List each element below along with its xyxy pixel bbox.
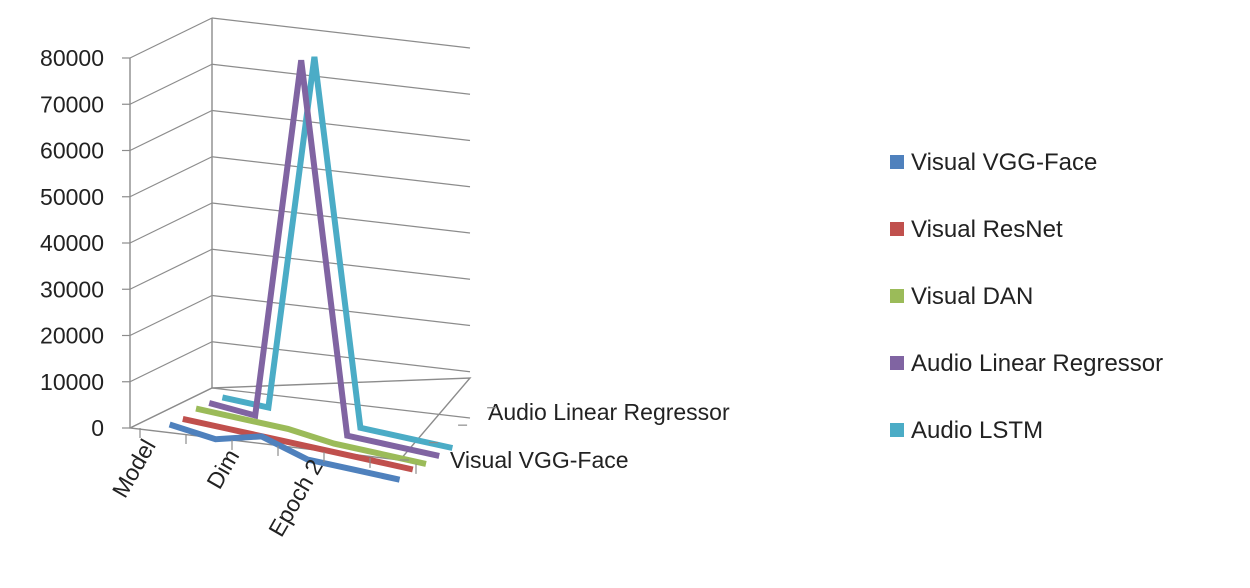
y-tick-label: 30000 [40,276,104,302]
y-tick-label: 80000 [40,45,104,71]
gridline-back [211,156,471,188]
y-tick-label: 70000 [40,91,104,117]
gridline-side [129,294,213,337]
gridline-back [211,63,471,95]
x-tick-label: Model [107,435,161,502]
legend-label: Audio LSTM [911,417,1043,444]
depth-axis-ticks: Visual VGG-Face Audio Linear Regressor [400,399,730,473]
gridline-side [129,17,213,59]
gridline-side [129,248,213,290]
gridline-back [211,294,471,327]
gridline-side [129,109,213,152]
chart-walls [127,17,472,461]
legend-label: Visual ResNet [911,216,1063,243]
series-line [221,56,454,451]
gridline-side [129,341,213,383]
y-tick-label: 20000 [40,323,104,349]
depth-tick-label: Audio Linear Regressor [488,399,730,425]
y-tick-label: 10000 [40,369,104,395]
gridline-back [211,17,471,49]
legend-swatch [890,423,904,437]
y-tick-label: 40000 [40,230,104,256]
gridline-side [129,63,213,105]
series-line [208,59,440,459]
gridline-back [211,341,471,373]
legend-swatch [890,155,904,169]
gridline-side [129,156,213,198]
legend-swatch [890,289,904,303]
gridline-back [211,202,471,234]
series-line [195,405,427,467]
x-axis-ticks: Model Dim Epoch 2 [107,428,417,541]
y-tick-label: 50000 [40,184,104,210]
depth-tick-label: Visual VGG-Face [450,447,629,473]
x-tick-label: Epoch 2 [263,455,328,541]
y-tick-label: 0 [91,415,104,441]
y-tick-label: 60000 [40,138,104,164]
x-tick-label: Dim [201,445,244,493]
legend-label: Visual DAN [911,283,1033,310]
gridline-back [211,109,471,142]
legend-label: Audio Linear Regressor [911,350,1163,377]
legend-swatch [890,356,904,370]
legend: Visual VGG-Face Visual ResNet Visual DAN Au… [890,149,1163,444]
series-line [182,415,414,473]
series-lines [168,56,454,483]
legend-swatch [890,222,904,236]
legend-label: Visual VGG-Face [911,149,1097,176]
series-line [168,421,401,483]
gridline-side [129,202,213,244]
y-axis-ticks: 0 10000 20000 30000 40000 50000 60000 70000 8000… [40,45,130,441]
